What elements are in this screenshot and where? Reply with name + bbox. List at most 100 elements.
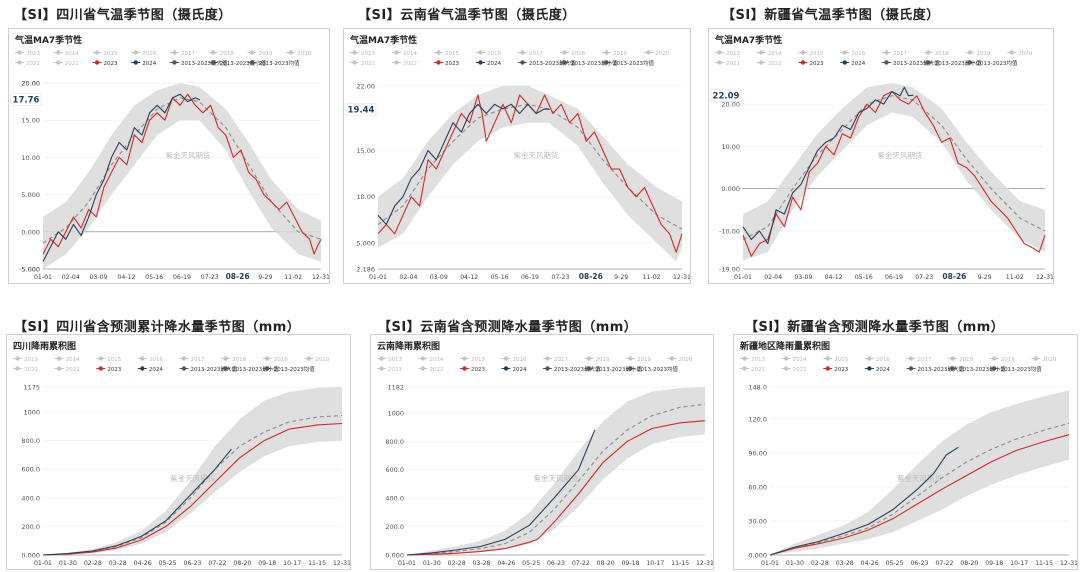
legend-label: 2013-2023最大值 <box>181 59 228 67</box>
panel-title: 气温MA7季节性 <box>714 34 782 46</box>
legend-swatch-dot <box>950 366 955 371</box>
legend-swatch-dot <box>628 366 633 371</box>
legend-label: 2017 <box>181 51 195 57</box>
y-tick-label: 600.0 <box>385 466 404 474</box>
legend-label: 2013-2023均值 <box>274 365 315 373</box>
range-band <box>770 390 1069 555</box>
series-2023 <box>42 422 343 556</box>
legend-swatch-dot <box>604 60 609 65</box>
y-tick-label: 10.00 <box>21 154 40 162</box>
legend-item: 2019 <box>262 356 288 363</box>
legend-label: 2013-2023最大值 <box>191 365 238 373</box>
legend-item: 2024 <box>864 366 890 373</box>
legend-label: 2013 <box>388 357 402 363</box>
x-tick-label: 06-19 <box>173 274 191 281</box>
legend-swatch-dot <box>94 60 100 65</box>
legend-swatch-dot <box>825 366 830 371</box>
legend-label: 2013 <box>24 357 38 363</box>
legend-item: 2022 <box>756 60 782 67</box>
x-tick-label: 02-04 <box>399 274 417 281</box>
chart-title-xinjiang-rain: 【SI】新疆省含预测降水量季节图（mm） <box>745 320 1005 335</box>
legend-label: 2019 <box>1001 357 1015 363</box>
legend-swatch-dot <box>462 366 467 371</box>
chart-svg-0: 气温MA7季节性 2013 2014 2015 2016 2017 2018 2019 2020… <box>10 34 329 281</box>
legend-label: 2021 <box>388 367 402 373</box>
series-mean <box>42 97 322 244</box>
legend-item: 2023 <box>798 60 824 67</box>
legend-item: 2018 <box>948 356 974 363</box>
x-tick-label: 08-20 <box>233 560 251 567</box>
legend-item: 2013-2023均值 <box>247 59 300 67</box>
y-tick-label: 15.00 <box>21 117 40 125</box>
legend-label: 2022 <box>403 61 417 67</box>
legend-item: 2019 <box>626 356 651 363</box>
legend-label: 2023 <box>471 367 485 373</box>
legend-swatch-dot <box>462 356 467 361</box>
x-tick-label: 06-23 <box>547 560 565 567</box>
legend-swatch-dot <box>867 356 872 361</box>
legend-swatch-dot <box>800 60 806 65</box>
legend-item: 2021 <box>377 366 402 373</box>
legend-swatch-dot <box>94 50 100 55</box>
legend-label: 2015 <box>834 357 848 363</box>
legend-swatch-dot <box>420 366 426 371</box>
legend-swatch-dot <box>562 50 567 55</box>
legend-label: 2014 <box>793 357 807 363</box>
y-tick-label: 200.0 <box>21 523 40 531</box>
legend-swatch-dot <box>478 60 483 65</box>
legend-label: 2021 <box>361 61 375 67</box>
legend-swatch-dot <box>133 50 138 55</box>
y-tick-label: 120.0 <box>748 415 767 423</box>
legend-label: 2017 <box>191 357 205 363</box>
chart-panel-yunnan-rain: 云南降雨累积图 2013 2014 2015 2016 2017 2018 2019 2020 2… <box>370 334 714 570</box>
legend-swatch-dot <box>562 60 567 65</box>
legend: 2013 2014 2015 2016 2017 2018 2019 2020 2021 2022… <box>715 50 1033 67</box>
chart-title-yunnan-rain: 【SI】云南省含预测降水量季节图（mm） <box>378 320 638 335</box>
current-value-text: 19.44 <box>348 105 375 115</box>
legend-swatch-dot <box>1033 356 1039 361</box>
legend-label: 2022 <box>768 61 782 67</box>
x-axis: 01-01 02-04 03-09 04-12 05-16 06-19 07-23 08-26… <box>34 268 329 281</box>
legend-swatch-dot <box>842 60 847 65</box>
x-tick-label: 01-30 <box>786 560 804 567</box>
legend-label: 2020 <box>1018 51 1032 57</box>
legend-item: 2020 <box>644 50 669 57</box>
legend-swatch-dot <box>783 366 789 371</box>
y-tick-label: -10.00 <box>719 227 740 235</box>
x-tick-label: 03-09 <box>430 274 448 281</box>
x-tick-label: 06-19 <box>521 274 539 281</box>
chart-panel-sichuan-rain: 四川降雨累积图 2013 2014 2015 2016 2017 2018 2019 2020 2… <box>6 334 351 570</box>
legend-item: 2016 <box>131 50 157 57</box>
legend-item: 2013-2023最小值 <box>221 365 279 373</box>
legend-swatch-dot <box>181 356 187 361</box>
x-tick-label: 07-23 <box>915 274 933 281</box>
range-band <box>407 387 705 555</box>
legend-swatch-dot <box>742 356 747 361</box>
legend-label: 2013-2023最小值 <box>935 59 982 67</box>
x-tick-label: 04-12 <box>460 274 478 281</box>
legend-swatch-dot <box>628 356 633 361</box>
legend-item: 2015 <box>96 356 122 363</box>
legend-label: 2020 <box>679 357 693 363</box>
legend-swatch-dot <box>436 60 441 65</box>
x-tick-label: 07-22 <box>572 560 590 567</box>
y-tick-label: -5.000 <box>19 266 40 274</box>
legend-swatch-dot <box>926 60 931 65</box>
legend-swatch-dot <box>545 366 550 371</box>
x-tick-label: 08-26 <box>579 272 603 281</box>
legend-swatch-dot <box>604 50 609 55</box>
legend-swatch-dot <box>967 60 973 65</box>
legend-item: 2021 <box>715 60 740 67</box>
x-tick-label: 02-04 <box>62 274 80 281</box>
y-tick-label: -5.000 <box>19 266 40 274</box>
legend-label: 2013 <box>361 51 375 57</box>
x-tick-label: 07-22 <box>208 560 226 567</box>
x-axis: 01-01 01-30 02-28 03-28 04-26 05-25 06-23 07-22… <box>34 554 350 567</box>
legend-label: 2014 <box>430 357 444 363</box>
legend-label: 2018 <box>571 51 585 57</box>
legend-label: 2021 <box>726 61 740 67</box>
legend-label: 2014 <box>65 51 79 57</box>
legend-item: 2017 <box>543 356 568 363</box>
legend-item: 2013-2023最大值 <box>518 59 576 67</box>
